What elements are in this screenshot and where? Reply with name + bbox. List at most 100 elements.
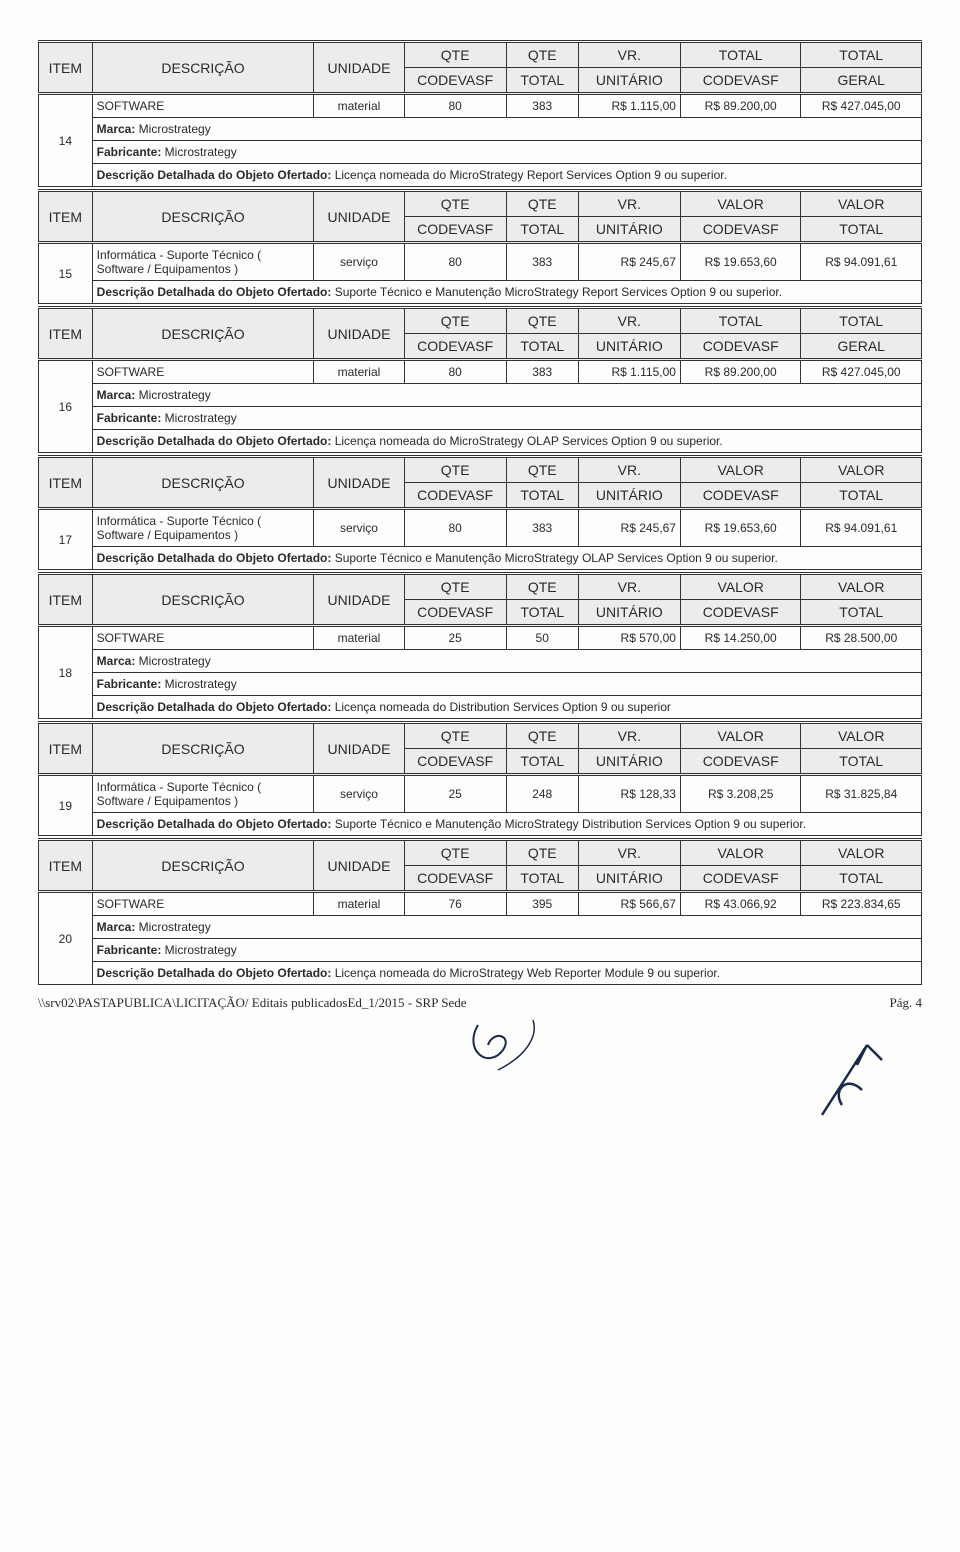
cell-vc: R$ 89.200,00 <box>680 360 801 384</box>
hdr-total: TOTAL <box>506 217 578 243</box>
cell-desc: SOFTWARE <box>92 360 314 384</box>
header-row: ITEM DESCRIÇÃO UNIDADE QTE QTE VR. VALOR… <box>39 574 922 600</box>
hdr-total: TOTAL <box>506 600 578 626</box>
ddo-row: Descrição Detalhada do Objeto Ofertado: … <box>39 813 922 836</box>
hdr-qte: QTE <box>404 723 506 749</box>
item-block: ITEM DESCRIÇÃO UNIDADE QTE QTE VR. VALOR… <box>38 721 922 836</box>
hdr-qte: QTE <box>404 457 506 483</box>
data-row: 18 SOFTWARE material 25 50 R$ 570,00 R$ … <box>39 626 922 650</box>
cell-qc: 76 <box>404 892 506 916</box>
hdr-item: ITEM <box>39 574 93 626</box>
hdr-codevasf: CODEVASF <box>404 334 506 360</box>
hdr-qte: QTE <box>404 574 506 600</box>
hdr-qte: QTE <box>404 840 506 866</box>
hdr-vt: VALOR <box>801 191 922 217</box>
hdr-vt2: TOTAL <box>801 483 922 509</box>
cell-uni: material <box>314 892 404 916</box>
hdr-item: ITEM <box>39 457 93 509</box>
hdr-vt2: GERAL <box>801 68 922 94</box>
cell-desc: SOFTWARE <box>92 94 314 118</box>
hdr-unit: UNITÁRIO <box>578 749 680 775</box>
hdr-vc2: CODEVASF <box>680 600 801 626</box>
hdr-qte2: QTE <box>506 840 578 866</box>
cell-vu: R$ 570,00 <box>578 626 680 650</box>
hdr-vt2: GERAL <box>801 334 922 360</box>
page-footer: \\srv02\PASTAPUBLICA\LICITAÇÃO/ Editais … <box>38 995 922 1011</box>
cell-qc: 25 <box>404 626 506 650</box>
cell-desc: Informática - Suporte Técnico ( Software… <box>92 509 314 547</box>
marca-row: Marca: Microstrategy <box>39 650 922 673</box>
cell-vc: R$ 3.208,25 <box>680 775 801 813</box>
hdr-unidade: UNIDADE <box>314 308 404 360</box>
hdr-vc: VALOR <box>680 723 801 749</box>
marca-row: Marca: Microstrategy <box>39 384 922 407</box>
ddo-row: Descrição Detalhada do Objeto Ofertado: … <box>39 696 922 719</box>
hdr-desc: DESCRIÇÃO <box>92 42 314 94</box>
fabricante-row: Fabricante: Microstrategy <box>39 141 922 164</box>
cell-qc: 80 <box>404 360 506 384</box>
marca-row: Marca: Microstrategy <box>39 118 922 141</box>
hdr-vc: TOTAL <box>680 308 801 334</box>
hdr-unidade: UNIDADE <box>314 574 404 626</box>
hdr-total: TOTAL <box>506 483 578 509</box>
fabricante-row: Fabricante: Microstrategy <box>39 407 922 430</box>
hdr-codevasf: CODEVASF <box>404 600 506 626</box>
cell-qt: 383 <box>506 94 578 118</box>
hdr-vt2: TOTAL <box>801 749 922 775</box>
fabricante-row: Fabricante: Microstrategy <box>39 939 922 962</box>
cell-vc: R$ 14.250,00 <box>680 626 801 650</box>
data-row: 15 Informática - Suporte Técnico ( Softw… <box>39 243 922 281</box>
hdr-unit: UNITÁRIO <box>578 217 680 243</box>
data-row: 14 SOFTWARE material 80 383 R$ 1.115,00 … <box>39 94 922 118</box>
hdr-item: ITEM <box>39 191 93 243</box>
hdr-qte: QTE <box>404 191 506 217</box>
signature-area <box>38 1015 922 1125</box>
cell-uni: serviço <box>314 775 404 813</box>
header-row: ITEM DESCRIÇÃO UNIDADE QTE QTE VR. TOTAL… <box>39 308 922 334</box>
cell-qt: 395 <box>506 892 578 916</box>
hdr-vc: VALOR <box>680 457 801 483</box>
hdr-vr: VR. <box>578 457 680 483</box>
hdr-qte: QTE <box>404 308 506 334</box>
hdr-vt: VALOR <box>801 840 922 866</box>
cell-vt: R$ 427.045,00 <box>801 360 922 384</box>
hdr-vc2: CODEVASF <box>680 749 801 775</box>
data-row: 19 Informática - Suporte Técnico ( Softw… <box>39 775 922 813</box>
cell-qc: 25 <box>404 775 506 813</box>
hdr-vt2: TOTAL <box>801 217 922 243</box>
hdr-unidade: UNIDADE <box>314 457 404 509</box>
cell-uni: serviço <box>314 509 404 547</box>
cell-qt: 383 <box>506 509 578 547</box>
cell-vu: R$ 1.115,00 <box>578 94 680 118</box>
cell-desc: Informática - Suporte Técnico ( Software… <box>92 775 314 813</box>
hdr-item: ITEM <box>39 840 93 892</box>
hdr-vr: VR. <box>578 42 680 68</box>
item-block: ITEM DESCRIÇÃO UNIDADE QTE QTE VR. TOTAL… <box>38 306 922 453</box>
item-block: ITEM DESCRIÇÃO UNIDADE QTE QTE VR. VALOR… <box>38 838 922 985</box>
cell-vu: R$ 128,33 <box>578 775 680 813</box>
cell-vu: R$ 1.115,00 <box>578 360 680 384</box>
hdr-vt2: TOTAL <box>801 600 922 626</box>
footer-page: Pág. 4 <box>890 995 923 1011</box>
hdr-qte2: QTE <box>506 457 578 483</box>
hdr-qte2: QTE <box>506 308 578 334</box>
data-row: 17 Informática - Suporte Técnico ( Softw… <box>39 509 922 547</box>
cell-qt: 50 <box>506 626 578 650</box>
hdr-unit: UNITÁRIO <box>578 68 680 94</box>
cell-qc: 80 <box>404 243 506 281</box>
item-number: 19 <box>39 775 93 836</box>
cell-vt: R$ 31.825,84 <box>801 775 922 813</box>
cell-vu: R$ 245,67 <box>578 243 680 281</box>
cell-uni: material <box>314 360 404 384</box>
header-row: ITEM DESCRIÇÃO UNIDADE QTE QTE VR. VALOR… <box>39 840 922 866</box>
hdr-unidade: UNIDADE <box>314 191 404 243</box>
items-table-container: ITEM DESCRIÇÃO UNIDADE QTE QTE VR. TOTAL… <box>38 40 922 985</box>
cell-vt: R$ 94.091,61 <box>801 243 922 281</box>
item-block: ITEM DESCRIÇÃO UNIDADE QTE QTE VR. TOTAL… <box>38 40 922 187</box>
hdr-qte: QTE <box>404 42 506 68</box>
data-row: 20 SOFTWARE material 76 395 R$ 566,67 R$… <box>39 892 922 916</box>
item-number: 17 <box>39 509 93 570</box>
header-row: ITEM DESCRIÇÃO UNIDADE QTE QTE VR. VALOR… <box>39 191 922 217</box>
hdr-desc: DESCRIÇÃO <box>92 457 314 509</box>
hdr-vt: TOTAL <box>801 42 922 68</box>
